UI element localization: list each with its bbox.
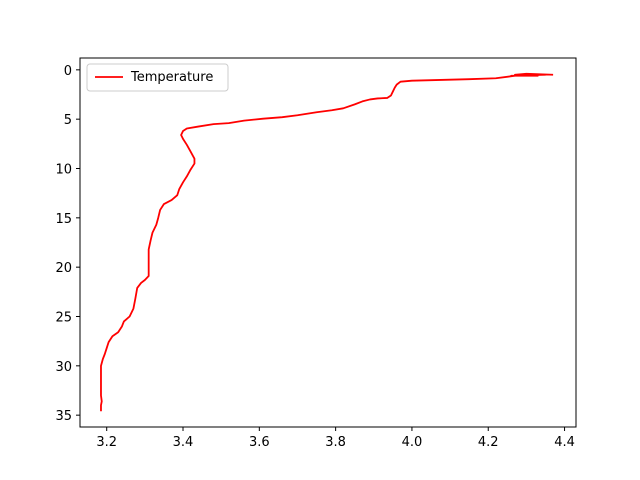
x-axis: 3.2 3.4 3.6 3.8 4.0 4.2 4.4: [96, 427, 575, 450]
x-tick-label: 4.0: [402, 435, 423, 450]
x-tick-label: 3.8: [325, 435, 346, 450]
y-tick-label: 35: [55, 409, 72, 424]
y-tick-label: 30: [55, 360, 72, 375]
series-line-0: [100, 72, 554, 412]
plot-frame: [79, 57, 577, 428]
x-tick-label: 3.2: [96, 435, 117, 450]
y-tick-label: 20: [55, 261, 72, 276]
legend-box: [86, 63, 229, 92]
y-tick-label: 15: [55, 212, 72, 227]
y-tick-label: 10: [55, 163, 72, 178]
x-tick-label: 3.4: [173, 435, 194, 450]
y-axis: 0 5 10 15 20 25 30 35: [55, 64, 80, 424]
y-tick-label: 0: [64, 64, 72, 79]
x-tick-label: 3.6: [249, 435, 270, 450]
legend-label: Temperature: [130, 70, 213, 85]
legend: Temperature: [86, 63, 229, 92]
series-layer: [100, 72, 554, 412]
x-tick-label: 4.4: [554, 435, 575, 450]
y-tick-label: 5: [64, 113, 72, 128]
x-tick-label: 4.2: [478, 435, 499, 450]
y-tick-label: 25: [55, 310, 72, 325]
